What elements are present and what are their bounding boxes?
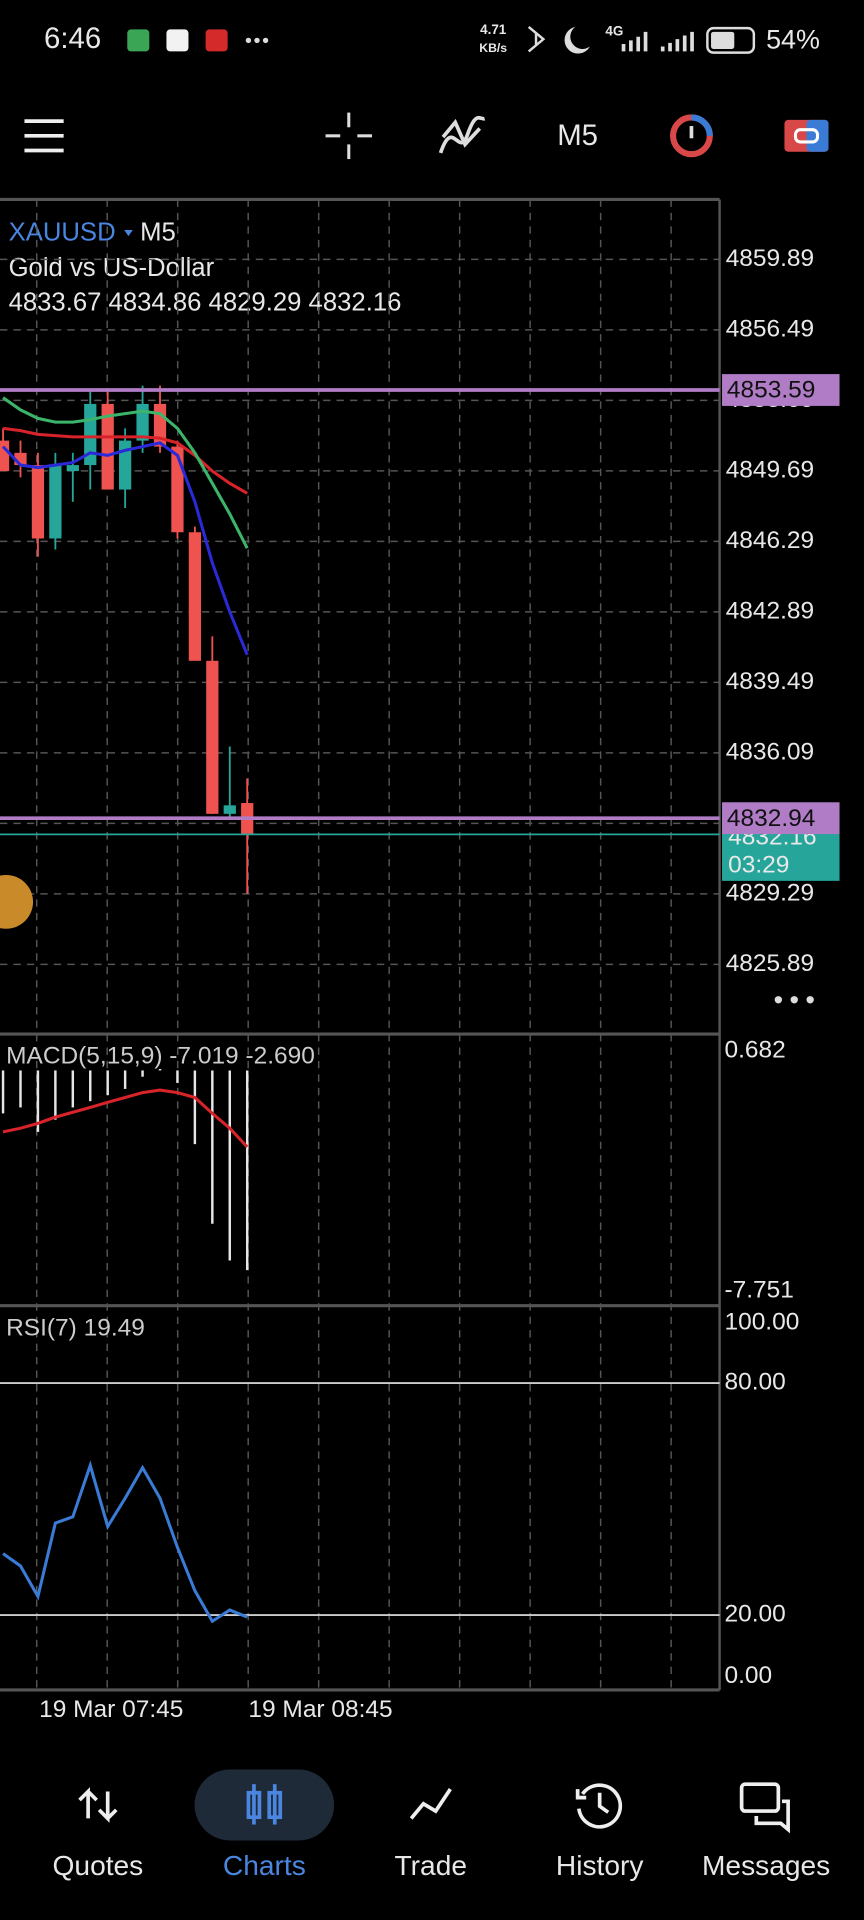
bottom-nav: Quotes Charts Trade History Messages xyxy=(53,1850,831,1881)
candle-body xyxy=(0,440,10,472)
moon-icon xyxy=(564,26,590,54)
price-tick-label: 4829.29 xyxy=(726,879,814,906)
bar-countdown: 03:29 xyxy=(728,852,789,879)
time-label: 19 Mar 08:45 xyxy=(248,1696,392,1723)
symbol[interactable]: XAUUSD xyxy=(9,219,116,247)
battery-icon xyxy=(706,26,756,54)
candle-body xyxy=(206,660,219,814)
nav-tab[interactable]: History xyxy=(556,1850,644,1881)
nav-tab[interactable]: Trade xyxy=(395,1850,467,1881)
rsi-tick-label: 0.00 xyxy=(724,1662,772,1689)
price-tick-label: 4856.49 xyxy=(726,315,814,342)
app-icon xyxy=(205,29,228,52)
macd-label: MACD(5,15,9) -7.019 -2.690 xyxy=(6,1043,315,1070)
chart-timeframe: M5 xyxy=(140,219,176,247)
one-click-trade[interactable] xyxy=(0,874,34,929)
rsi-label: RSI(7) 19.49 xyxy=(6,1314,145,1341)
app-icon xyxy=(127,29,150,52)
price-level-box xyxy=(722,802,840,835)
rsi-line xyxy=(2,1460,248,1624)
more-dot xyxy=(245,37,252,44)
battery-percent: 54% xyxy=(766,25,820,55)
candle-body xyxy=(171,446,184,533)
moving-average xyxy=(1,441,249,656)
battery-level xyxy=(711,31,735,49)
rsi-tick-label: 20.00 xyxy=(724,1601,785,1628)
messages-icon xyxy=(739,1782,790,1834)
candle-body xyxy=(188,532,202,661)
more-dot xyxy=(254,37,260,44)
symbol-description: Gold vs US-Dollar xyxy=(9,254,215,282)
trade-icon xyxy=(409,1788,452,1820)
price-level-label: 4832.94 xyxy=(727,805,815,832)
price-tick-label: 4836.09 xyxy=(726,738,814,765)
macd-signal-line xyxy=(2,1088,249,1149)
rsi-tick-label: 100.00 xyxy=(724,1308,799,1335)
candle-body xyxy=(119,440,132,490)
price-tick-label: 4839.49 xyxy=(726,668,814,695)
macd-tick-label: -7.751 xyxy=(724,1276,793,1303)
candle-body xyxy=(31,465,45,539)
symbol-dropdown[interactable] xyxy=(124,230,133,237)
quotes-icon xyxy=(78,1787,118,1823)
price-level-box xyxy=(722,374,840,406)
bluetooth-icon xyxy=(527,25,546,53)
network-type: 4G xyxy=(605,23,623,38)
price-tick-label: 4859.89 xyxy=(726,245,814,272)
crosshair-button[interactable] xyxy=(325,112,373,160)
more-button[interactable] xyxy=(774,996,814,1004)
menu-button[interactable] xyxy=(24,119,64,153)
clock-button[interactable] xyxy=(670,114,713,158)
price-tick-label: 4842.89 xyxy=(726,597,814,624)
clock: 6:46 xyxy=(44,22,101,55)
price-tick-label: 4825.89 xyxy=(726,950,814,977)
nav-tab[interactable]: Messages xyxy=(702,1850,830,1881)
active-tab-background xyxy=(194,1769,335,1841)
price-level-label: 4853.59 xyxy=(727,377,815,404)
timeframe-button[interactable]: M5 xyxy=(557,119,598,152)
nav-tab[interactable]: Quotes xyxy=(53,1850,144,1881)
candle-body xyxy=(49,465,62,539)
candle-body xyxy=(136,403,149,441)
candle-body xyxy=(101,403,114,490)
ohlc: 4833.67 4834.86 4829.29 4832.16 xyxy=(9,288,402,316)
price-tick-label: 4846.29 xyxy=(726,527,814,554)
net-unit: KB/s xyxy=(479,41,507,55)
candle-body xyxy=(66,465,79,472)
more-dot xyxy=(262,37,269,44)
plot-area: 4825.894829.294832.694836.094839.494842.… xyxy=(0,197,840,1723)
candle-body xyxy=(223,805,236,814)
history-icon xyxy=(575,1783,623,1829)
nav-tab[interactable]: Charts xyxy=(223,1850,306,1881)
moving-average xyxy=(2,396,249,549)
moving-average xyxy=(2,426,248,495)
macd-tick-label: 0.682 xyxy=(724,1037,785,1064)
signal-icon xyxy=(621,31,694,52)
app-icon xyxy=(166,29,189,52)
indicators-button[interactable] xyxy=(438,115,486,154)
price-tick-label: 4849.69 xyxy=(726,456,814,483)
charts-icon xyxy=(246,1784,283,1825)
trade-button[interactable] xyxy=(784,119,829,152)
net-speed: 4.71 xyxy=(480,22,507,37)
time-label: 19 Mar 07:45 xyxy=(39,1696,183,1723)
rsi-tick-label: 80.00 xyxy=(724,1369,785,1396)
